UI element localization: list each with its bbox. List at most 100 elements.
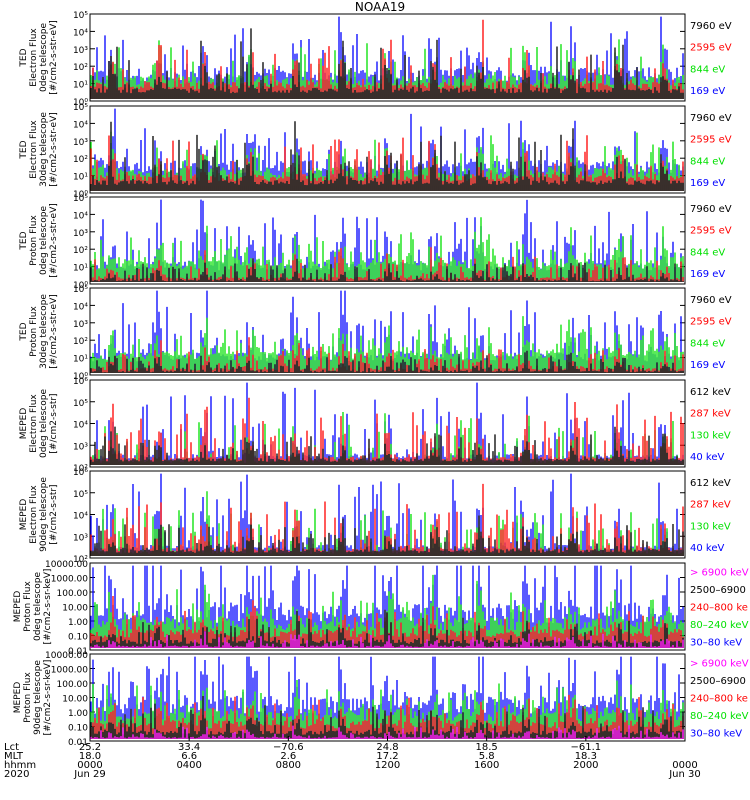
y-axis-label: TED (19, 322, 29, 341)
y-tick-label: 0.01 (68, 647, 88, 657)
x-mlt-label: 17.2 (376, 751, 398, 762)
y-tick-label: 10⁶ (73, 377, 88, 387)
x-mlt-label: 18.0 (79, 751, 101, 762)
x-mlt-label: 2.6 (280, 751, 296, 762)
y-tick-label: 10⁴ (73, 211, 88, 221)
legend-item: 844 eV (690, 247, 725, 258)
y-tick-label: 10¹ (73, 173, 88, 183)
y-tick-label: 10¹ (73, 355, 88, 365)
y-tick-label: 10⁵ (73, 490, 88, 500)
legend-item: > 6900 keV (690, 659, 749, 670)
y-axis-label: TED (19, 48, 29, 67)
y-tick-label: 10² (73, 63, 88, 73)
x-date-label: Jun 29 (73, 769, 106, 780)
legend-item: 2500–6900 (690, 676, 746, 687)
series-trace (90, 515, 684, 556)
y-tick-label: 10² (73, 155, 88, 165)
x-lct-label: 24.8 (376, 742, 398, 753)
y-tick-label: 10¹ (73, 264, 88, 274)
y-tick-label: 10⁴ (73, 512, 88, 522)
y-tick-label: 10⁴ (73, 120, 88, 130)
x-time-label: 2000 (573, 760, 598, 771)
y-tick-label: 10⁴ (73, 28, 88, 38)
y-tick-label: 10⁵ (73, 103, 88, 113)
y-tick-label: 10³ (73, 533, 88, 543)
y-axis-label: MEPED (19, 499, 29, 531)
x-time-label: 1600 (474, 760, 499, 771)
y-axis-label: 90deg telescope (33, 660, 43, 735)
legend-item: 2595 eV (690, 317, 732, 328)
y-axis-label: 30deg telescope (39, 112, 49, 187)
y-tick-label: 10⁰ (73, 281, 88, 291)
x-time-label: 0400 (176, 760, 201, 771)
legend-item: 287 keV (690, 500, 731, 511)
x-mlt-label: 18.3 (575, 751, 597, 762)
y-axis-label: Electron Flux (29, 394, 39, 453)
legend-item: 2500–6900 (690, 585, 746, 596)
y-axis-label: Electron Flux (29, 120, 39, 179)
legend-item: 7960 eV (690, 113, 732, 124)
y-tick-label: 10⁵ (73, 194, 88, 204)
x-lct-label: −70.6 (273, 742, 304, 753)
legend-item: 240–800 ke (690, 603, 748, 614)
panel-4: 10⁵ 10⁴ 10³ 10² 10¹ 10⁰ TED Proton Flux 30deg te… (19, 285, 732, 382)
y-tick-label: 10³ (73, 320, 88, 330)
legend-item: 130 keV (690, 521, 731, 532)
y-axis-label: 30deg telescope (39, 294, 49, 369)
y-tick-label: 10³ (73, 229, 88, 239)
series-trace (90, 121, 684, 191)
plot-frame (89, 196, 686, 285)
legend-item: 169 eV (690, 360, 725, 371)
x-date-label: Jun 30 (668, 769, 701, 780)
legend-item: 612 keV (690, 387, 731, 398)
y-axis-label: [#/cm2-s-str-eV] (49, 20, 59, 95)
y-tick-label: 10.00 (62, 604, 88, 614)
y-tick-label: 1.00 (68, 618, 88, 628)
y-tick-label: 100.00 (57, 589, 89, 599)
y-tick-label: 10000.00 (45, 651, 88, 661)
x-time-label: 0800 (276, 760, 301, 771)
y-tick-label: 1.00 (68, 709, 88, 719)
legend-item: 169 eV (690, 269, 725, 280)
y-tick-label: 10² (73, 246, 88, 256)
legend-item: 844 eV (690, 64, 725, 75)
y-axis-label: 0deg telescope (39, 206, 49, 276)
y-axis-label: [#/cm2-s-str-eV] (49, 294, 59, 369)
y-tick-label: 10² (73, 337, 88, 347)
legend-item: 7960 eV (690, 295, 732, 306)
row-label: MLT (4, 751, 24, 762)
legend-item: 30–80 keV (690, 637, 742, 648)
y-tick-label: 10² (73, 464, 88, 474)
y-axis-label: 0deg telescope (39, 23, 49, 93)
x-lct-label: 18.5 (476, 742, 498, 753)
y-axis-label: 0deg telescope (33, 572, 43, 642)
legend-item: 80–240 keV (690, 620, 749, 631)
legend-item: 612 keV (690, 478, 731, 489)
series-trace (90, 350, 684, 373)
panel-7: 10000.00 1000.00 100.00 10.00 1.00 0.10 0.01 ME… (13, 560, 749, 657)
legend-item: 40 keV (690, 543, 724, 554)
plot-frame (89, 13, 686, 102)
panel-1: 10⁵ 10⁴ 10³ 10² 10¹ 10⁰ TED Electron Flux 0deg t… (19, 11, 732, 108)
legend-item: 2595 eV (690, 135, 732, 146)
legend-item: 169 eV (690, 86, 725, 97)
y-tick-label: 0.10 (68, 724, 88, 734)
legend-item: 7960 eV (690, 21, 732, 32)
y-axis-label: 0deg telescope (39, 389, 49, 459)
y-axis-label: [#/cm2-s-str-eV] (49, 203, 59, 278)
legend-item: 40 keV (690, 452, 724, 463)
y-tick-label: 10² (73, 555, 88, 565)
legend-item: 7960 eV (690, 204, 732, 215)
y-axis-label: Electron Flux (29, 485, 39, 544)
plot-frame (89, 105, 686, 194)
x-lct-label: −61.1 (571, 742, 602, 753)
legend-item: 844 eV (690, 338, 725, 349)
legend-item: 240–800 ke (690, 694, 748, 705)
y-tick-label: 10⁴ (73, 302, 88, 312)
y-tick-label: 10³ (73, 138, 88, 148)
panel-6: 10⁶ 10⁵ 10⁴ 10³ 10² MEPED Electron Flux 90deg t… (19, 468, 731, 565)
y-axis-label: MEPED (13, 591, 23, 623)
